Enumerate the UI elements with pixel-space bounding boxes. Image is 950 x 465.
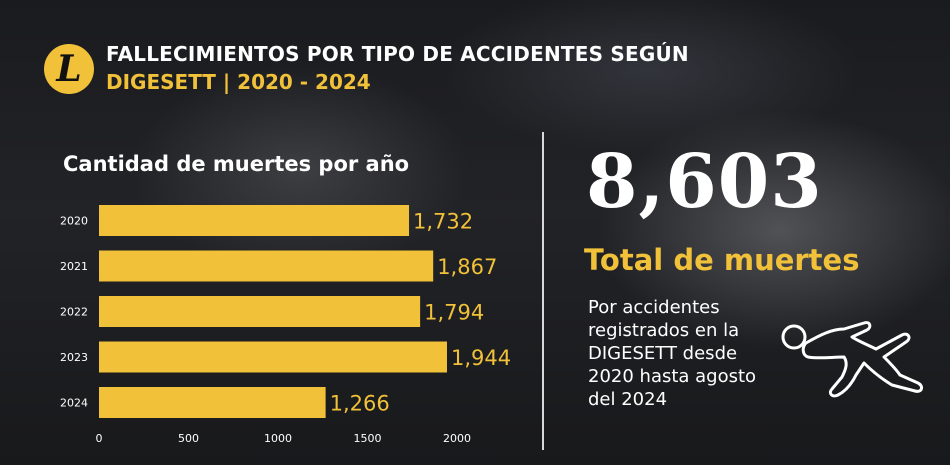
bar: [99, 296, 421, 327]
total-label: Total de muertes: [584, 243, 860, 277]
year-label: 2022: [60, 306, 88, 319]
bar-value-label: 1,794: [424, 301, 484, 325]
bar-value-label: 1,867: [437, 255, 497, 279]
bar-value-label: 1,944: [451, 346, 511, 370]
bar: [99, 250, 434, 282]
year-label: 2024: [60, 397, 88, 410]
bar-value-label: 1,266: [330, 392, 390, 416]
year-label: 2023: [60, 351, 88, 364]
chart-title: Cantidad de muertes por año: [63, 152, 410, 176]
bar: [99, 341, 447, 373]
x-tick-label: 1000: [264, 432, 292, 445]
title-line-2: DIGESETT | 2020 - 2024: [106, 70, 371, 94]
vertical-divider: [542, 132, 544, 450]
bar-value-label: 1,732: [413, 210, 473, 234]
title-line-1: FALLECIMIENTOS POR TIPO DE ACCIDENTES SE…: [106, 42, 689, 66]
bar-chart: 2020 1,732 2021 1,867 2022 1,794 2023 1,944 2024…: [60, 205, 512, 445]
bar: [99, 387, 326, 418]
description-text: Por accidentes registrados en la DIGESET…: [588, 297, 757, 410]
bar: [99, 205, 410, 236]
x-tick-label: 2000: [443, 432, 471, 445]
year-label: 2021: [60, 260, 88, 273]
total-value: 8,603: [586, 139, 823, 225]
x-tick-label: 0: [96, 432, 103, 445]
x-tick-label: 1500: [354, 432, 382, 445]
x-tick-label: 500: [178, 432, 199, 445]
body-outline-icon: [781, 321, 924, 398]
logo-letter: L: [56, 48, 82, 90]
year-label: 2020: [60, 215, 88, 228]
logo: L: [44, 44, 94, 94]
